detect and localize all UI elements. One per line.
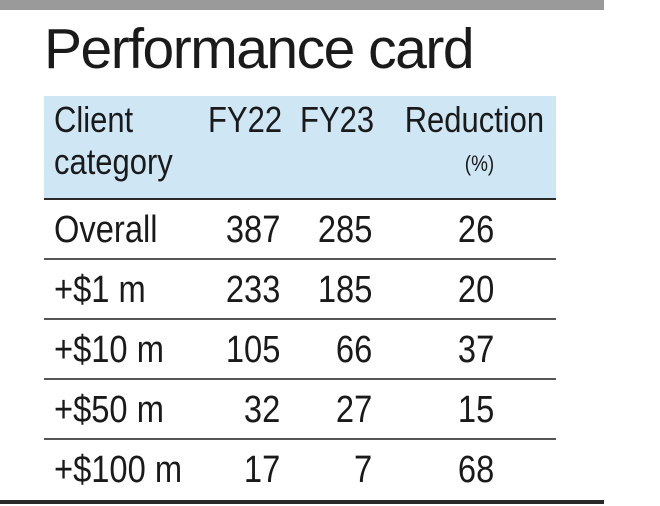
top-rule — [0, 0, 604, 10]
row-fy23: 27 — [335, 389, 372, 431]
table-row: +$10 m 105 66 37 — [44, 320, 556, 380]
page-title: Performance card — [44, 17, 475, 81]
row-fy23: 285 — [317, 209, 372, 251]
row-fy23: 7 — [353, 449, 372, 491]
header-fy22: FY22 — [207, 99, 282, 140]
table-row: +$1 m 233 185 20 — [44, 260, 556, 320]
row-fy22: 105 — [225, 329, 280, 371]
table-row: +$100 m 17 7 68 — [44, 440, 556, 500]
row-fy23: 66 — [335, 329, 372, 371]
performance-table: Client category FY22 FY23 Reduction (%) … — [44, 96, 556, 500]
row-fy22: 387 — [225, 209, 280, 251]
row-reduction: 37 — [457, 329, 494, 371]
row-category: +$10 m — [54, 329, 164, 371]
row-reduction: 20 — [457, 269, 494, 311]
row-reduction: 26 — [457, 209, 494, 251]
table-row: Overall 387 285 26 — [44, 200, 556, 260]
row-category: Overall — [54, 209, 158, 251]
table-header: Client category FY22 FY23 Reduction (%) — [44, 96, 556, 200]
header-fy23: FY23 — [299, 99, 374, 140]
row-fy22: 17 — [243, 449, 280, 491]
header-category: category — [54, 141, 173, 182]
table-body: Overall 387 285 26 +$1 m 233 185 20 +$10 m 105 66 3… — [44, 200, 556, 500]
table-row: +$50 m 32 27 15 — [44, 380, 556, 440]
row-fy22: 32 — [243, 389, 280, 431]
row-reduction: 15 — [457, 389, 494, 431]
header-client: Client — [54, 99, 134, 140]
row-fy22: 233 — [225, 269, 280, 311]
row-category: +$100 m — [54, 449, 183, 491]
bottom-rule — [0, 500, 604, 504]
header-reduction: Reduction — [404, 99, 544, 140]
row-fy23: 185 — [317, 269, 372, 311]
row-category: +$50 m — [54, 389, 164, 431]
row-category: +$1 m — [54, 269, 146, 311]
row-reduction: 68 — [457, 449, 494, 491]
header-reduction-unit: (%) — [464, 151, 494, 176]
